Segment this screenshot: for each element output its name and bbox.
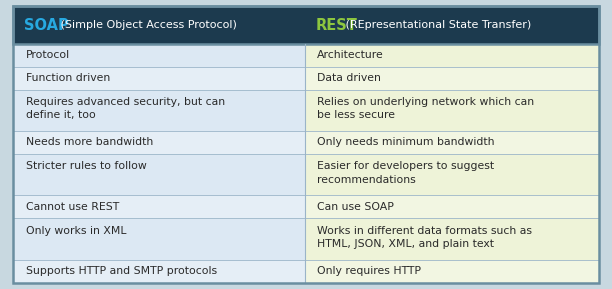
Bar [13,154,305,195]
Text: Requires advanced security, but can
define it, too: Requires advanced security, but can defi… [26,97,225,120]
Bar [13,90,305,131]
Bar [305,218,599,260]
Text: Can use SOAP: Can use SOAP [317,202,394,212]
Text: Supports HTTP and SMTP protocols: Supports HTTP and SMTP protocols [26,266,217,276]
Text: Only works in XML: Only works in XML [26,226,126,236]
Bar [305,90,599,131]
Text: Function driven: Function driven [26,73,110,83]
Text: REST: REST [316,18,357,32]
Text: Only requires HTTP: Only requires HTTP [317,266,421,276]
Bar [305,67,599,90]
Text: Protocol: Protocol [26,50,70,60]
Bar [305,44,599,67]
Bar [305,260,599,283]
Bar [305,131,599,154]
Bar [13,260,305,283]
Bar [305,154,599,195]
Bar [13,6,599,44]
Text: Easier for developers to suggest
recommendations: Easier for developers to suggest recomme… [317,161,494,185]
Bar [13,131,305,154]
Bar [13,195,305,218]
Text: Relies on underlying network which can
be less secure: Relies on underlying network which can b… [317,97,534,120]
Bar [13,67,305,90]
Text: SOAP: SOAP [24,18,69,32]
Text: (Simple Object Access Protocol): (Simple Object Access Protocol) [57,20,237,30]
Text: (REpresentational State Transfer): (REpresentational State Transfer) [342,20,531,30]
Text: Cannot use REST: Cannot use REST [26,202,119,212]
Text: Data driven: Data driven [317,73,381,83]
Bar [13,218,305,260]
Text: Needs more bandwidth: Needs more bandwidth [26,138,153,147]
Bar [305,195,599,218]
Text: Only needs minimum bandwidth: Only needs minimum bandwidth [317,138,494,147]
Text: Architecture: Architecture [317,50,384,60]
Bar [13,44,305,67]
Text: Stricter rules to follow: Stricter rules to follow [26,161,146,171]
Text: Works in different data formats such as
HTML, JSON, XML, and plain text: Works in different data formats such as … [317,226,532,249]
